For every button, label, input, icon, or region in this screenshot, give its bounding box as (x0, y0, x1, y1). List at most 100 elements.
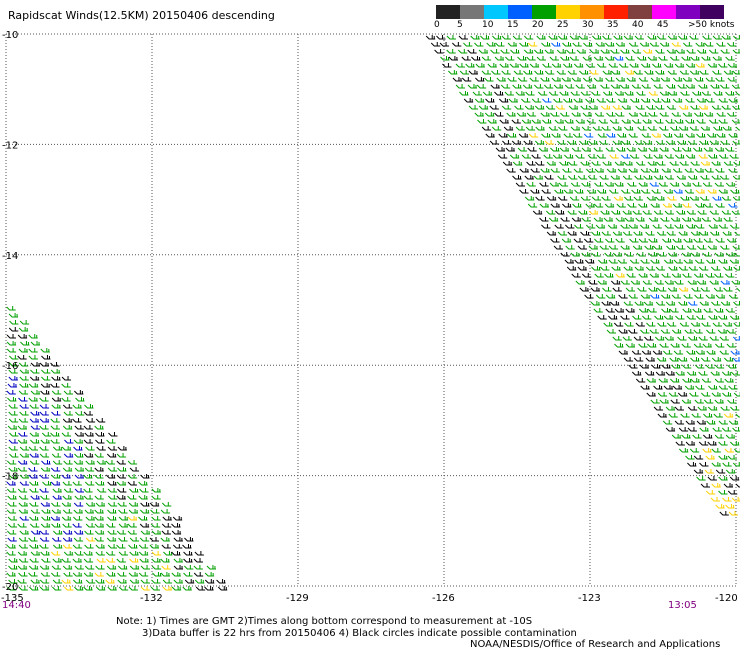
wind-barb (118, 516, 129, 521)
lon-label: -120 (715, 593, 738, 604)
wind-barb (138, 544, 149, 549)
wind-barb (39, 425, 49, 430)
wind-barb (633, 357, 644, 362)
wind-barb (672, 168, 683, 173)
wind-barb (708, 385, 718, 390)
wind-barb (106, 572, 116, 577)
wind-barb (474, 42, 484, 47)
wind-barb (648, 252, 658, 257)
wind-barb (29, 418, 40, 423)
wind-barb (718, 385, 729, 390)
wind-barb (700, 175, 710, 180)
wind-barb (9, 432, 19, 437)
wind-barb (701, 357, 711, 362)
wind-barb (723, 413, 734, 418)
wind-barb (643, 154, 653, 159)
wind-barb (709, 336, 719, 341)
wind-barb (118, 523, 129, 528)
wind-barb (728, 511, 738, 516)
wind-barb (678, 287, 689, 292)
wind-barb (638, 343, 648, 348)
wind-barb (29, 523, 40, 528)
wind-barb (655, 371, 666, 376)
wind-barb (8, 369, 18, 374)
wind-barb (41, 460, 51, 465)
wind-barb (597, 133, 607, 138)
wind-barb (697, 210, 707, 215)
wind-barb (651, 133, 662, 138)
wind-barb (703, 238, 713, 243)
wind-barb (83, 439, 94, 444)
wind-barb (656, 161, 666, 166)
wind-barb (614, 91, 625, 96)
wind-barb (107, 586, 117, 591)
wind-barb (562, 168, 572, 173)
wind-barb (687, 406, 698, 411)
wind-barb (711, 105, 722, 110)
wind-barb (696, 315, 706, 320)
wind-barb (661, 98, 671, 103)
wind-barb (19, 516, 29, 521)
wind-barb (73, 516, 83, 521)
wind-barb (722, 231, 732, 236)
wind-barb (667, 70, 677, 75)
wind-barb (659, 42, 670, 47)
wind-barb (588, 245, 598, 250)
wind-barb (606, 98, 616, 103)
wind-barb (664, 210, 674, 215)
wind-barb (508, 98, 518, 103)
scale-swatch (700, 5, 724, 19)
wind-barb (637, 56, 647, 61)
wind-barb (683, 42, 693, 47)
wind-barb (560, 112, 570, 117)
wind-barb (519, 63, 529, 68)
wind-barb (725, 434, 736, 439)
wind-barb (718, 315, 728, 320)
wind-barb (193, 565, 203, 570)
wind-barb (615, 238, 625, 243)
wind-barb (19, 481, 30, 486)
wind-barb (647, 35, 657, 40)
wind-barb (116, 558, 126, 563)
wind-barb (696, 98, 707, 103)
wind-barb (659, 112, 669, 117)
wind-barb (666, 322, 677, 327)
wind-barb (701, 91, 712, 96)
wind-barb (620, 280, 630, 285)
wind-barb (700, 287, 710, 292)
wind-barb (688, 266, 699, 271)
wind-barb (554, 189, 564, 194)
wind-barb (681, 399, 692, 404)
wind-barb (7, 502, 17, 507)
wind-barb (617, 168, 628, 173)
wind-barb (665, 140, 676, 145)
wind-barb (657, 413, 667, 418)
wind-barb (571, 77, 582, 82)
wind-barb (95, 432, 105, 437)
wind-barb (624, 91, 634, 96)
wind-barb (682, 112, 693, 117)
wind-barb (459, 91, 469, 96)
wind-barb (623, 35, 634, 40)
wind-barb (519, 168, 529, 173)
wind-barb (672, 238, 682, 243)
wind-barb (635, 322, 645, 327)
wind-barb (604, 56, 615, 61)
wind-barb (182, 544, 192, 549)
wind-barb (574, 224, 584, 229)
wind-barb (19, 411, 29, 416)
wind-barb (29, 488, 39, 493)
wind-barb (691, 217, 702, 222)
wind-barb (6, 348, 17, 353)
wind-barb (716, 112, 726, 117)
wind-barb (491, 126, 502, 131)
wind-barb (525, 91, 535, 96)
wind-barb (708, 315, 718, 320)
wind-barb (8, 558, 18, 563)
wind-barb (646, 105, 656, 110)
wind-barb (599, 245, 609, 250)
wind-barb (559, 91, 569, 96)
wind-barb (51, 411, 61, 416)
wind-barb (639, 224, 650, 229)
scale-swatch (532, 5, 556, 19)
